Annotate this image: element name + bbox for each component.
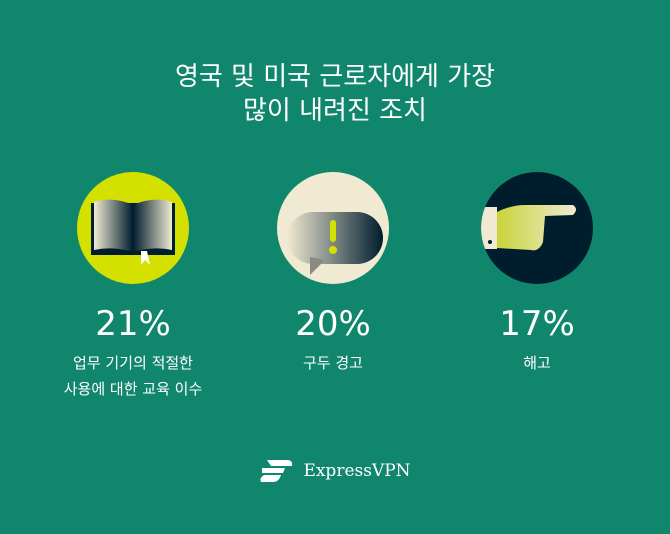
label: 업무 기기의 적절한 사용에 대한 교육 이수 [63, 354, 203, 398]
page-title: 영국 및 미국 근로자에게 가장 많이 내려진 조치 [174, 62, 496, 126]
label: 해고 [523, 354, 551, 372]
percent: 21% [95, 304, 171, 344]
percent: 17% [499, 304, 575, 344]
book-icon [77, 172, 189, 284]
expressvpn-logo-icon [260, 460, 293, 482]
pointing-hand-icon [481, 172, 593, 284]
expressvpn-logo: ExpressVPN [0, 458, 670, 484]
percent: 20% [295, 304, 371, 344]
stat-training: 21% 업무 기기의 적절한 사용에 대한 교육 이수 [33, 172, 233, 402]
warning-speech-bubble-icon [277, 172, 389, 284]
label: 구두 경고 [303, 354, 363, 372]
stat-verbal-warning: 20% 구두 경고 [233, 172, 433, 376]
stat-dismissal: 17% 해고 [437, 172, 637, 376]
